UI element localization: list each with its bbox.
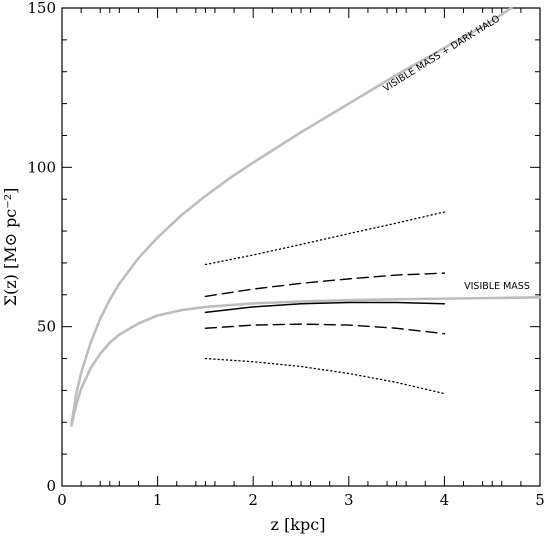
axis-ticks	[61, 7, 541, 487]
y-tick-label: 150	[27, 0, 56, 17]
annotation-visible-mass: VISIBLE MASS	[464, 281, 530, 292]
x-tick-label: 2	[248, 491, 258, 509]
annotation-visible-mass-dark-halo: VISIBLE MASS + DARK HALO	[381, 13, 502, 94]
model-curve-0	[70, 6, 513, 426]
dotted-lower-bound-6	[204, 357, 446, 395]
series-layer	[70, 6, 542, 427]
x-tick-label: 5	[535, 491, 545, 509]
dotted-upper-bound-5	[204, 211, 446, 266]
model-curve-1	[70, 296, 542, 427]
x-axis-title: z [kpc]	[271, 515, 326, 534]
y-tick-label: 0	[46, 477, 56, 495]
x-tick-label: 1	[153, 491, 163, 509]
dashed-lower-bound-4	[204, 323, 446, 335]
y-axis-title: Σ(z) [M⊙ pc⁻²]	[1, 188, 20, 307]
best-fit-curve-2	[204, 301, 446, 314]
x-tick-label: 0	[57, 491, 67, 509]
y-tick-label: 50	[37, 318, 56, 336]
y-tick-label: 100	[27, 158, 56, 176]
dashed-upper-bound-3	[204, 272, 446, 298]
plot-frame	[61, 7, 541, 487]
x-tick-label: 4	[440, 491, 450, 509]
x-tick-label: 3	[344, 491, 354, 509]
